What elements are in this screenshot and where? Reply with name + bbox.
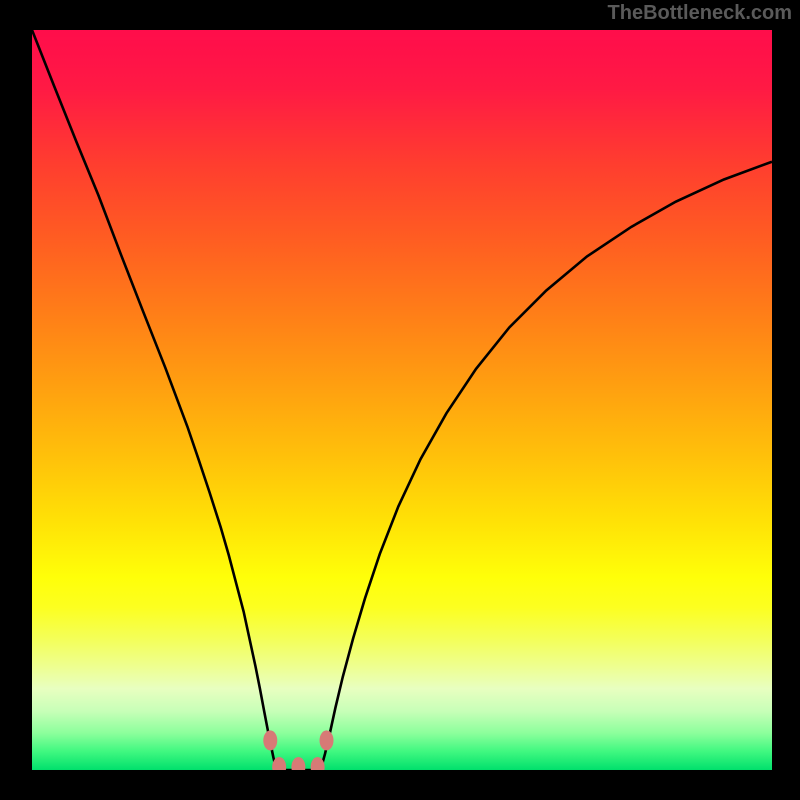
- plot-area: [32, 30, 772, 770]
- chart-outer: TheBottleneck.com: [0, 0, 800, 800]
- curve-marker: [263, 730, 277, 750]
- watermark-text: TheBottleneck.com: [608, 2, 792, 25]
- gradient-background: [32, 30, 772, 770]
- chart-svg: [32, 30, 772, 770]
- curve-marker: [320, 730, 334, 750]
